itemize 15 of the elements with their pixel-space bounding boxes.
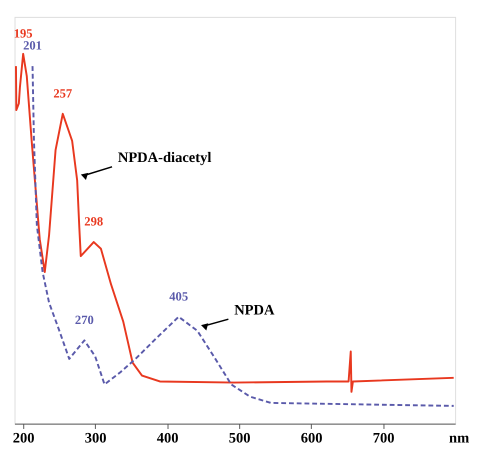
x-tick-label: 700: [372, 430, 395, 447]
annotation: 257: [53, 86, 72, 100]
x-tick-label: 600: [300, 430, 323, 447]
x-tick-label: 400: [156, 430, 179, 447]
annotation: 195: [14, 26, 33, 40]
x-tick-label: 200: [12, 430, 35, 447]
text: NPDA-diacetyl: [118, 150, 212, 166]
annotation: 405: [169, 289, 188, 304]
x-tick-label: 500: [228, 430, 251, 447]
annotation: 201: [23, 38, 42, 53]
annotation: 270: [74, 312, 94, 327]
x-tick-label: 300: [84, 430, 107, 447]
annotation: 298: [84, 214, 104, 229]
x-axis-title: nm: [449, 430, 470, 447]
text: NPDA: [234, 302, 276, 318]
